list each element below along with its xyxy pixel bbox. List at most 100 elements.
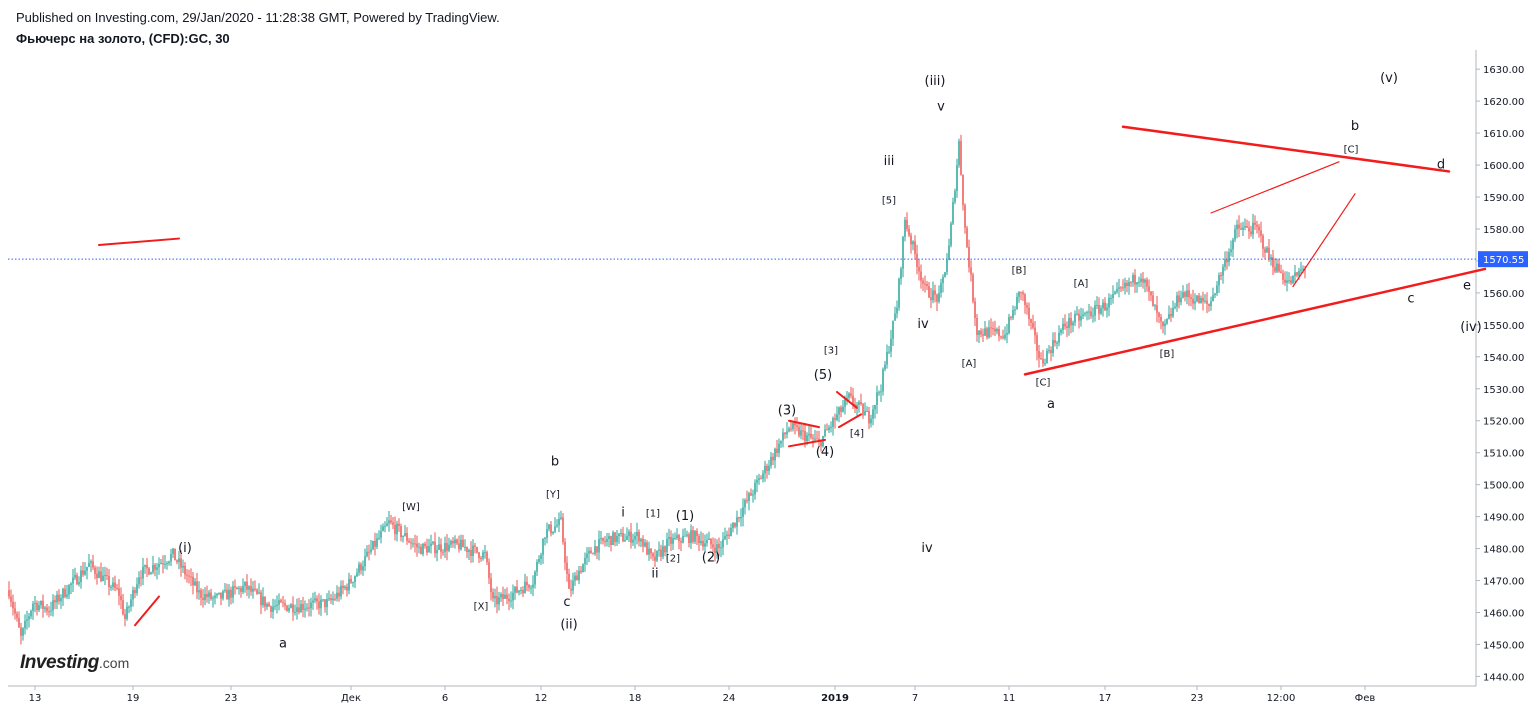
- candle-body: [8, 590, 10, 597]
- candle-body: [188, 575, 190, 577]
- candle-body: [504, 594, 506, 599]
- candle-body: [734, 522, 736, 527]
- candle-body: [838, 407, 840, 415]
- candle-body: [302, 604, 304, 610]
- candle-body: [404, 533, 406, 536]
- candle-body: [726, 534, 728, 536]
- candle-body: [456, 539, 458, 544]
- candle-body: [1172, 307, 1174, 317]
- candle-body: [1214, 293, 1216, 296]
- y-tick-label: 1580.00: [1483, 225, 1524, 236]
- wave-label: e: [1463, 279, 1471, 294]
- trendline[interactable]: [788, 438, 826, 448]
- candle-body: [596, 546, 598, 553]
- candle-body: [470, 549, 472, 556]
- candle-body: [852, 395, 854, 405]
- candle-body: [1100, 308, 1102, 314]
- candle-body: [1108, 298, 1110, 308]
- candle-body: [100, 571, 102, 582]
- trendline[interactable]: [98, 237, 180, 246]
- y-tick-label: 1490.00: [1483, 513, 1524, 524]
- candle-body: [250, 586, 252, 592]
- candle-body: [516, 586, 518, 593]
- candle-body: [394, 524, 396, 535]
- candle-body: [774, 448, 776, 461]
- trendline[interactable]: [788, 419, 820, 429]
- candle-body: [196, 581, 198, 593]
- wave-label: [A]: [1074, 279, 1089, 290]
- candle-body: [842, 406, 844, 412]
- candle-body: [284, 603, 286, 606]
- candle-body: [1166, 318, 1168, 324]
- candle-body: [218, 592, 220, 595]
- candle-body: [860, 402, 862, 405]
- candle-body: [326, 599, 328, 608]
- trendline[interactable]: [1292, 193, 1356, 288]
- trendline[interactable]: [1121, 125, 1451, 173]
- candle-body: [700, 540, 702, 544]
- candle-body: [844, 399, 846, 407]
- candle-body: [1018, 291, 1020, 297]
- candle-body: [210, 592, 212, 599]
- candle-body: [966, 227, 968, 247]
- candle-body: [834, 418, 836, 420]
- candle-body: [1028, 307, 1030, 320]
- candle-body: [812, 437, 814, 439]
- candle-body: [858, 402, 860, 405]
- candle-body: [286, 605, 288, 611]
- candle-body: [182, 565, 184, 568]
- candle-body: [682, 535, 684, 543]
- trendline[interactable]: [1210, 161, 1340, 214]
- candle-body: [1064, 323, 1066, 327]
- trendline[interactable]: [838, 413, 862, 429]
- candle-body: [762, 473, 764, 479]
- candle-body: [1160, 316, 1162, 322]
- candle-body: [1132, 274, 1134, 283]
- candle-body: [740, 516, 742, 519]
- wave-label: [B]: [1012, 266, 1027, 277]
- candle-body: [90, 561, 92, 563]
- candle-body: [386, 523, 388, 527]
- candle-body: [378, 537, 380, 539]
- candle-body: [554, 526, 556, 532]
- candle-body: [1196, 295, 1198, 302]
- candle-body: [144, 564, 146, 567]
- candle-body: [292, 604, 294, 613]
- candle-body: [498, 597, 500, 605]
- candle-body: [908, 229, 910, 236]
- candle-body: [1086, 312, 1088, 314]
- wave-label: [B]: [1160, 349, 1175, 360]
- trendline[interactable]: [134, 595, 160, 627]
- candle-body: [390, 520, 392, 523]
- candle-body: [1010, 317, 1012, 319]
- candle-body: [342, 585, 344, 589]
- candle-body: [954, 190, 956, 202]
- y-tick-label: 1550.00: [1483, 321, 1524, 332]
- candle-body: [212, 597, 214, 599]
- candle-body: [914, 241, 916, 254]
- trendline[interactable]: [1023, 267, 1487, 376]
- candle-body: [818, 438, 820, 441]
- candle-body: [512, 592, 514, 601]
- candle-body: [600, 538, 602, 540]
- candle-body: [974, 301, 976, 318]
- candle-body: [274, 605, 276, 607]
- candle-body: [122, 600, 124, 615]
- candle-body: [930, 297, 932, 301]
- candle-body: [158, 563, 160, 568]
- last-price-label: 1570.55: [1483, 255, 1524, 266]
- candle-body: [370, 549, 372, 552]
- candle-body: [798, 427, 800, 436]
- candle-body: [48, 611, 50, 613]
- candle-body: [732, 522, 734, 528]
- candle-body: [206, 593, 208, 598]
- trendline[interactable]: [836, 390, 858, 409]
- candle-body: [466, 547, 468, 553]
- candle-body: [1238, 224, 1240, 229]
- candle-body: [632, 539, 634, 543]
- candle-body: [938, 293, 940, 302]
- candle-body: [582, 564, 584, 573]
- candle-body: [428, 546, 430, 553]
- candle-body: [142, 566, 144, 579]
